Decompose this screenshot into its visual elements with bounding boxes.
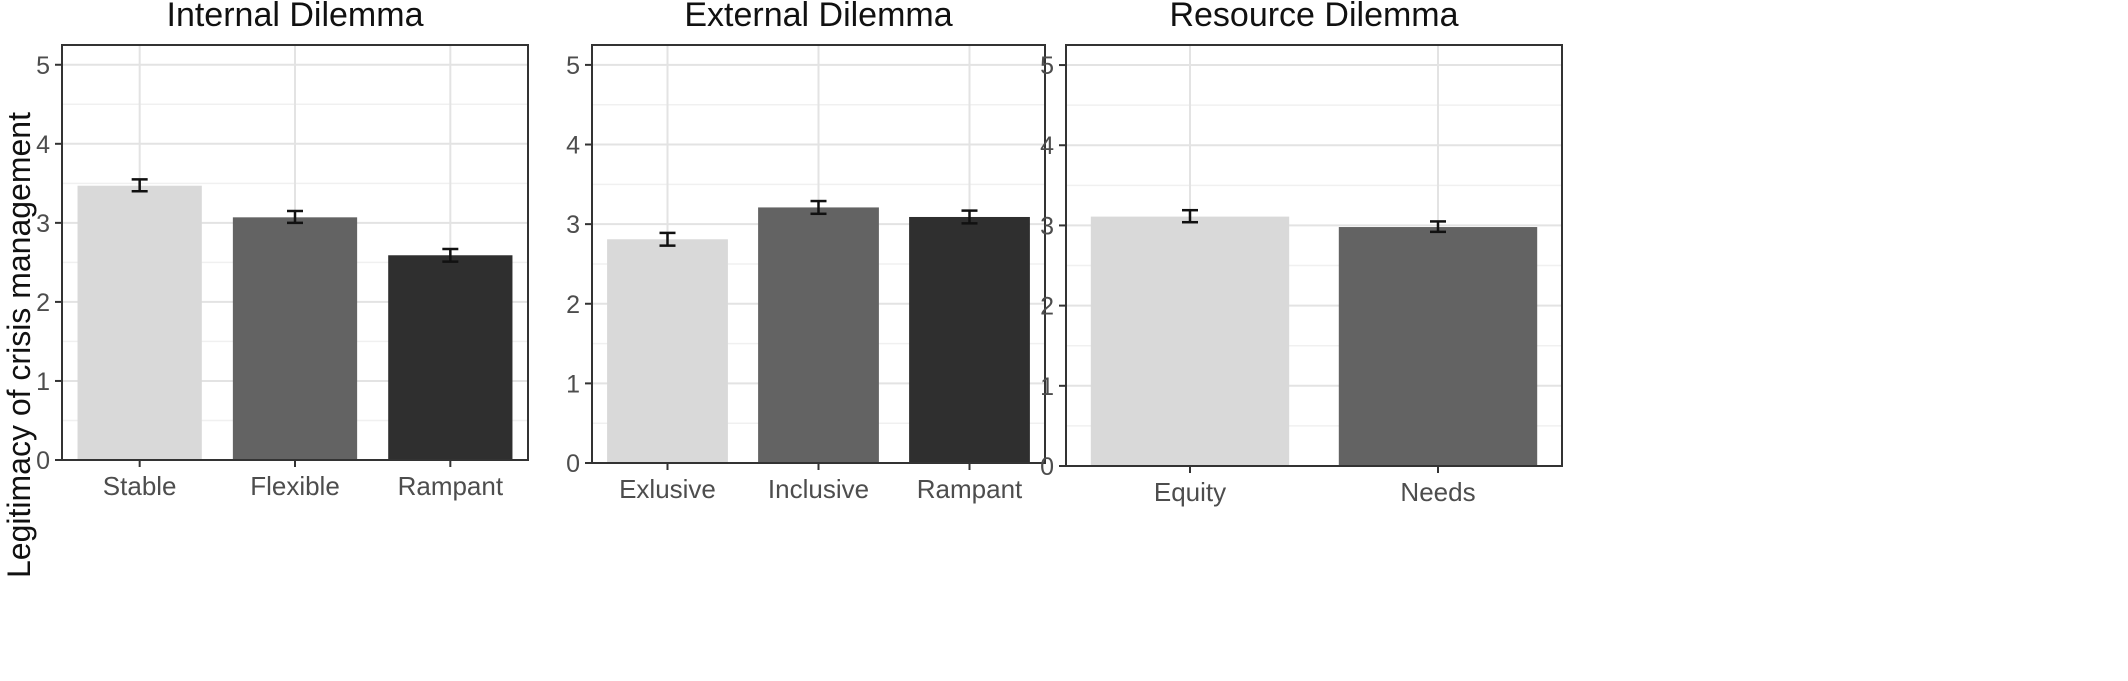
y-tick-label: 5 (36, 52, 50, 80)
y-tick-label: 2 (36, 289, 50, 317)
panel-border (61, 44, 529, 461)
error-bar (1430, 220, 1446, 234)
bar (232, 217, 358, 460)
error-bar (442, 247, 459, 263)
error-bar (810, 199, 827, 216)
y-tick-label: 4 (1040, 132, 1054, 160)
y-tick-label: 0 (1040, 453, 1054, 481)
x-tick-label: Stable (103, 471, 177, 501)
x-tick-label: Needs (1400, 477, 1475, 507)
y-tick-label: 4 (36, 131, 50, 159)
bar (388, 255, 513, 460)
y-tick-label: 2 (566, 291, 580, 319)
bar (607, 239, 728, 463)
y-tick-label: 4 (566, 132, 580, 160)
x-tick-label: Rampant (398, 471, 504, 501)
bar (1090, 216, 1290, 466)
bar (909, 216, 1030, 463)
y-tick-label: 0 (36, 447, 50, 475)
bar (1338, 227, 1538, 466)
y-tick-label: 0 (566, 450, 580, 478)
x-tick-label: Exlusive (619, 474, 716, 504)
error-bar (287, 209, 303, 225)
panel-border (1065, 44, 1563, 467)
error-bar (1182, 208, 1198, 224)
panel-title: Internal Dilemma (167, 0, 424, 34)
panel-title: External Dilemma (684, 0, 952, 34)
y-tick-label: 3 (36, 210, 50, 238)
bar (77, 185, 202, 460)
y-tick-label: 2 (1040, 293, 1054, 321)
y-tick-label: 5 (566, 52, 580, 80)
y-tick-label: 1 (36, 368, 50, 396)
panel-title: Resource Dilemma (1169, 0, 1458, 34)
y-axis-label: Legitimacy of crisis management (1, 112, 37, 578)
x-tick-label: Flexible (250, 471, 340, 501)
chart-panel: Resource Dilemma 0 1 2 3 4 5 Equity Needs (1040, 0, 1563, 507)
x-tick-label: Rampant (917, 474, 1023, 504)
y-tick-label: 1 (1040, 373, 1054, 401)
y-tick-label: 5 (1040, 52, 1054, 80)
x-tick-label: Inclusive (768, 474, 869, 504)
chart-panel: Internal Dilemma 0 1 2 3 4 5 Stable Flexible Ramp… (36, 0, 529, 501)
y-tick-label: 3 (1040, 212, 1054, 240)
bar (758, 207, 879, 463)
panel-border (591, 44, 1046, 464)
error-bar (961, 209, 978, 225)
error-bar (131, 178, 148, 193)
chart-panel: External Dilemma 0 1 2 3 4 5 Exlusive Inclusive R… (566, 0, 1046, 504)
x-tick-label: Equity (1154, 477, 1226, 507)
y-tick-label: 3 (566, 211, 580, 239)
y-tick-label: 1 (566, 370, 580, 398)
error-bar (659, 231, 676, 247)
